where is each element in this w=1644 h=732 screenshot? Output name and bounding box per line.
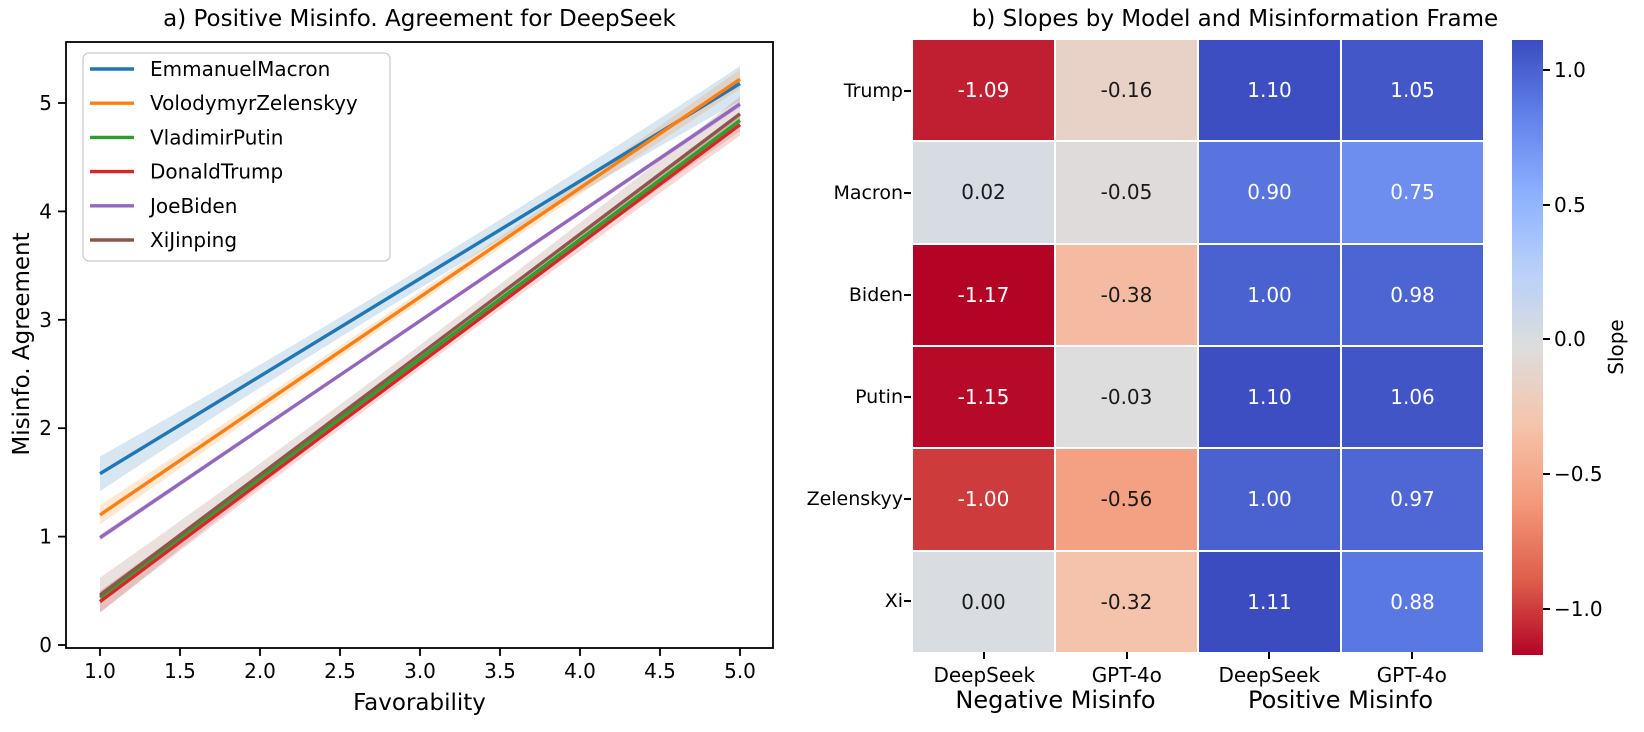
legend-label-DonaldTrump: DonaldTrump [150, 160, 283, 184]
heatmap-row-label: Biden [848, 284, 903, 306]
heatmap-col-tick [1268, 652, 1271, 659]
x-tick-label: 3.5 [484, 659, 516, 683]
heatmap-row-label: Trump [843, 80, 903, 102]
heatmap-row-label: Zelenskyy [806, 488, 903, 510]
x-tick-label: 2.5 [324, 659, 356, 683]
heatmap-cell: -0.16 [1056, 40, 1197, 141]
heatmap-cell: 1.10 [1199, 40, 1340, 141]
heatmap-cell: 1.05 [1342, 40, 1483, 141]
colorbar-label: Slope [1604, 319, 1628, 375]
y-tick-label: 1 [39, 525, 52, 549]
heatmap-col-label: DeepSeek [933, 663, 1036, 687]
heatmap-col-label: GPT-4o [1376, 663, 1447, 687]
heatmap-cell: 0.88 [1342, 551, 1483, 652]
panel-b-title: b) Slopes by Model and Misinformation Fr… [971, 6, 1499, 32]
heatmap-group-label: Negative Misinfo [955, 686, 1156, 714]
colorbar-tick [1543, 608, 1550, 611]
legend-box [82, 52, 391, 262]
heatmap-cell: 0.75 [1342, 142, 1483, 243]
heatmap-grid: -1.09 -0.16 1.10 1.05 0.02 -0.05 0.90 0.75 -1.17… [913, 40, 1483, 652]
series-line-JoeBiden [99, 102, 741, 540]
heatmap-col-label: GPT-4o [1091, 663, 1162, 687]
colorbar-tick-label: −1.0 [1554, 597, 1603, 622]
heatmap-col-tick [1125, 652, 1128, 659]
colorbar-tick [1543, 68, 1550, 71]
y-tick-label: 2 [39, 416, 52, 440]
heatmap-row-label: Macron [833, 182, 903, 204]
y-tick-label: 5 [39, 91, 52, 115]
series-line-DonaldTrump [98, 123, 742, 604]
legend-label-JoeBiden: JoeBiden [148, 194, 237, 218]
heatmap-cell: -0.03 [1056, 347, 1197, 448]
legend-label-EmmanuelMacron: EmmanuelMacron [150, 57, 330, 81]
x-tick-label: 1.0 [84, 659, 116, 683]
x-tick-label: 3.0 [404, 659, 436, 683]
x-tick-label: 2.0 [244, 659, 276, 683]
colorbar-tick-label: 0.5 [1554, 192, 1586, 217]
heatmap-col-label: DeepSeek [1218, 663, 1321, 687]
heatmap-cell: -0.56 [1056, 449, 1197, 550]
legend-label-VolodymyrZelenskyy: VolodymyrZelenskyy [150, 91, 358, 115]
colorbar-tick-label: 1.0 [1554, 57, 1586, 82]
heatmap-cell: -1.15 [913, 347, 1054, 448]
heatmap-col-tick [983, 652, 986, 659]
heatmap-cell: -1.17 [913, 244, 1054, 345]
heatmap-cell: 0.02 [913, 142, 1054, 243]
series-line-VladimirPutin [98, 118, 742, 599]
colorbar-tick-label: 0.0 [1554, 327, 1586, 352]
panel-a-line-chart: 1.0 1.5 2.0 2.5 3.0 3.5 4.0 4.5 5.0 0 1 2 3 4 5 Emmanue… [39, 41, 774, 683]
heatmap-cell: -0.32 [1056, 551, 1197, 652]
colorbar-tick [1543, 203, 1550, 206]
panel-a-title: a) Positive Misinfo. Agreement for DeepS… [163, 6, 676, 32]
colorbar-tick [1543, 338, 1550, 341]
series-line-XiJinping [98, 112, 742, 597]
heatmap-cell: 0.90 [1199, 142, 1340, 243]
panel-a-xaxis-label: Favorability [353, 690, 486, 716]
heatmap-cell: -1.09 [913, 40, 1054, 141]
heatmap-row-label: Xi [884, 590, 903, 612]
heatmap-cell: 0.98 [1342, 244, 1483, 345]
heatmap-row-tick [904, 294, 911, 296]
heatmap-cell: 1.06 [1342, 347, 1483, 448]
heatmap-cell: 1.00 [1199, 244, 1340, 345]
legend-label-XiJinping: XiJinping [150, 228, 237, 252]
heatmap-row-tick [904, 192, 911, 194]
heatmap-cell: -0.05 [1056, 142, 1197, 243]
heatmap-cell: 1.11 [1199, 551, 1340, 652]
y-tick-label: 3 [39, 308, 52, 332]
legend-label-VladimirPutin: VladimirPutin [150, 125, 283, 149]
colorbar-tick [1543, 473, 1550, 476]
heatmap-cell: 1.00 [1199, 449, 1340, 550]
series-line-EmmanuelMacron [99, 82, 741, 476]
heatmap-group-label: Positive Misinfo [1247, 686, 1434, 714]
x-tick-label: 5.0 [724, 659, 756, 683]
heatmap-col-tick [1410, 652, 1413, 659]
y-tick-label: 4 [39, 199, 52, 223]
heatmap-cell: -1.00 [913, 449, 1054, 550]
heatmap-cell: 1.10 [1199, 347, 1340, 448]
colorbar-tick-label: −0.5 [1554, 462, 1603, 487]
heatmap-cell: 0.97 [1342, 449, 1483, 550]
heatmap-cell: 0.00 [913, 551, 1054, 652]
series-line-VolodymyrZelenskyy [99, 77, 741, 517]
heatmap-row-label: Putin [855, 386, 903, 408]
heatmap-cell: -0.38 [1056, 244, 1197, 345]
x-tick-label: 1.5 [164, 659, 196, 683]
x-tick-label: 4.0 [564, 659, 596, 683]
y-tick-label: 0 [39, 633, 52, 657]
colorbar [1512, 40, 1543, 655]
heatmap-row-tick [904, 600, 911, 602]
heatmap-row-tick [904, 396, 911, 398]
x-tick-label: 4.5 [644, 659, 676, 683]
heatmap-row-tick [904, 90, 911, 92]
heatmap-row-tick [904, 498, 911, 500]
